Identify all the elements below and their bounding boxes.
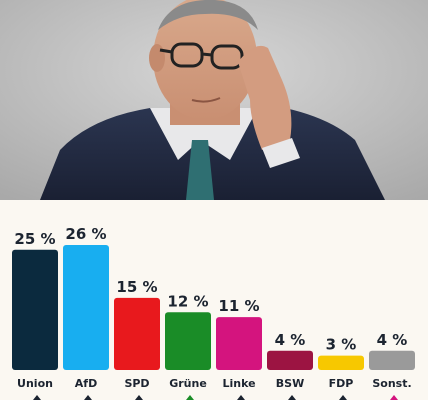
change-arrow-icon xyxy=(33,395,41,400)
category-label: Grüne xyxy=(169,377,207,390)
poll-bar-chart: 25 % Union 26 % AfD 15 % SPD 12 % Grüne 11 % Link… xyxy=(12,225,415,400)
bars-group: 25 % Union 26 % AfD 15 % SPD 12 % Grüne 11 % Link… xyxy=(12,225,415,400)
bar-union xyxy=(12,249,58,370)
hand-shape xyxy=(238,45,292,150)
bar-bsw xyxy=(267,350,313,370)
value-label: 4 % xyxy=(377,331,408,349)
value-label: 26 % xyxy=(65,225,106,243)
portrait-photo xyxy=(0,0,428,200)
hair-shape xyxy=(158,0,258,30)
bar-afd xyxy=(63,245,109,370)
category-label: AfD xyxy=(75,377,97,390)
change-arrow-icon xyxy=(390,395,398,400)
category-label: SPD xyxy=(124,377,149,390)
category-label: FDP xyxy=(329,377,354,390)
bar-linke xyxy=(216,317,262,370)
ear-shape xyxy=(149,44,165,72)
bar-spd xyxy=(114,297,160,370)
change-arrow-icon xyxy=(84,395,92,400)
bar-sonst- xyxy=(369,350,415,370)
value-label: 25 % xyxy=(14,230,55,248)
cuff-shape xyxy=(262,138,300,168)
category-label: Union xyxy=(17,377,53,390)
bar-fdp xyxy=(318,355,364,370)
glasses-shape xyxy=(159,42,244,70)
value-label: 12 % xyxy=(167,292,208,310)
head-shape xyxy=(153,0,257,120)
category-label: BSW xyxy=(276,377,304,390)
value-label: 3 % xyxy=(326,336,357,354)
bar-gr-ne xyxy=(165,312,211,370)
change-arrow-icon xyxy=(237,395,245,400)
change-arrow-icon xyxy=(339,395,347,400)
category-label: Linke xyxy=(222,377,255,390)
value-label: 4 % xyxy=(275,331,306,349)
change-arrow-icon xyxy=(288,395,296,400)
value-label: 15 % xyxy=(116,278,157,296)
change-arrow-icon xyxy=(186,395,194,400)
mouth-shape xyxy=(191,97,221,103)
change-arrow-icon xyxy=(135,395,143,400)
category-label: Sonst. xyxy=(372,377,411,390)
tie-shape xyxy=(186,140,214,200)
suit-shape xyxy=(40,108,385,200)
value-label: 11 % xyxy=(218,297,259,315)
